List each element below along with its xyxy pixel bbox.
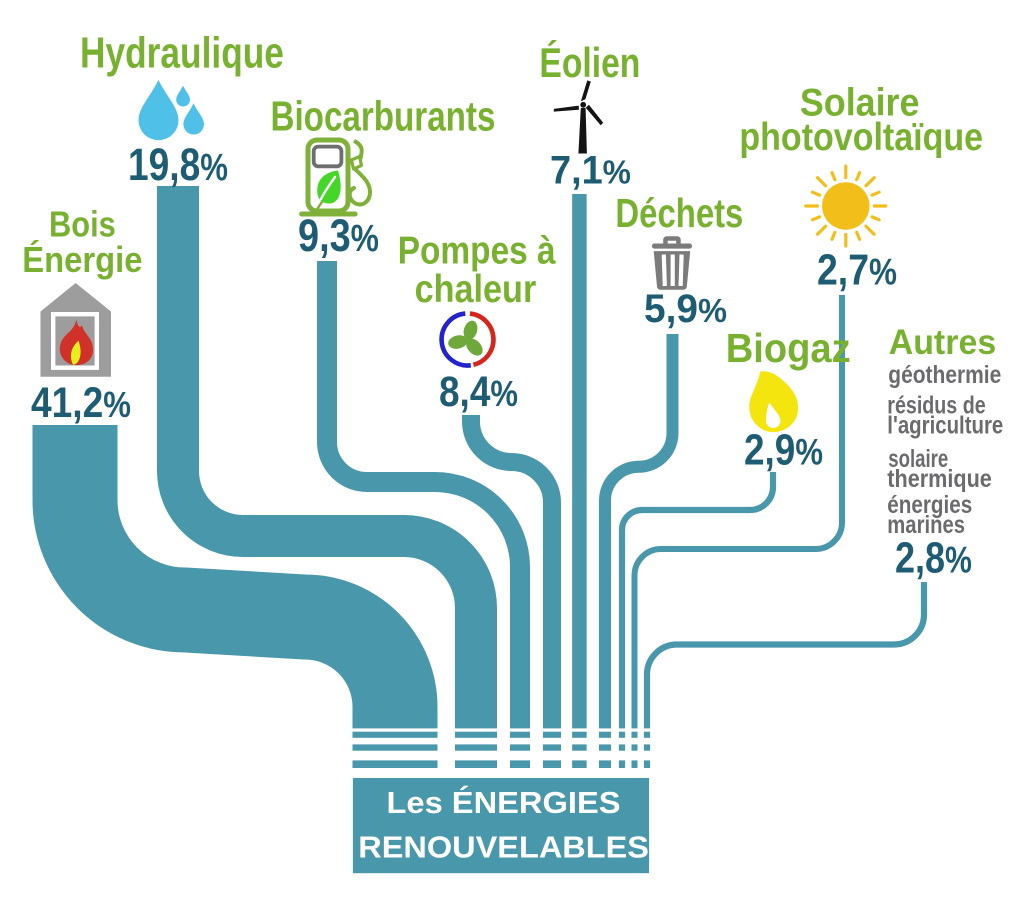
svg-text:Biocarburants: Biocarburants xyxy=(271,93,496,139)
svg-text:résidus de: résidus de xyxy=(887,391,985,419)
svg-text:photovoltaïque: photovoltaïque xyxy=(739,115,983,158)
svg-text:7,1%: 7,1% xyxy=(550,148,631,192)
svg-text:Autres: Autres xyxy=(889,324,996,363)
svg-text:Énergie: Énergie xyxy=(22,239,142,281)
svg-text:RENOUVELABLES: RENOUVELABLES xyxy=(358,829,649,864)
svg-text:thermique: thermique xyxy=(887,465,992,493)
svg-text:Éolien: Éolien xyxy=(539,38,640,87)
svg-text:Les ÉNERGIES: Les ÉNERGIES xyxy=(387,785,621,820)
svg-text:solaire: solaire xyxy=(888,444,948,472)
svg-text:géothermie: géothermie xyxy=(888,360,1001,388)
svg-text:chaleur: chaleur xyxy=(415,267,537,310)
svg-text:énergies: énergies xyxy=(887,490,972,518)
svg-text:l'agriculture: l'agriculture xyxy=(887,410,1003,438)
svg-text:2,7%: 2,7% xyxy=(817,245,897,295)
svg-text:8,4%: 8,4% xyxy=(439,369,518,416)
svg-text:5,9%: 5,9% xyxy=(644,286,727,331)
svg-text:marines: marines xyxy=(887,510,965,539)
svg-text:Solaire: Solaire xyxy=(800,80,920,123)
svg-text:Déchets: Déchets xyxy=(615,189,743,235)
svg-text:2,8%: 2,8% xyxy=(895,533,972,582)
svg-text:9,3%: 9,3% xyxy=(298,210,379,261)
svg-text:19,8%: 19,8% xyxy=(128,140,228,190)
svg-text:Hydraulique: Hydraulique xyxy=(80,29,284,78)
svg-text:Bois: Bois xyxy=(49,205,116,245)
svg-text:41,2%: 41,2% xyxy=(31,378,131,426)
svg-text:2,9%: 2,9% xyxy=(744,424,823,474)
svg-text:Pompes à: Pompes à xyxy=(398,228,557,272)
svg-text:Biogaz: Biogaz xyxy=(726,326,851,371)
